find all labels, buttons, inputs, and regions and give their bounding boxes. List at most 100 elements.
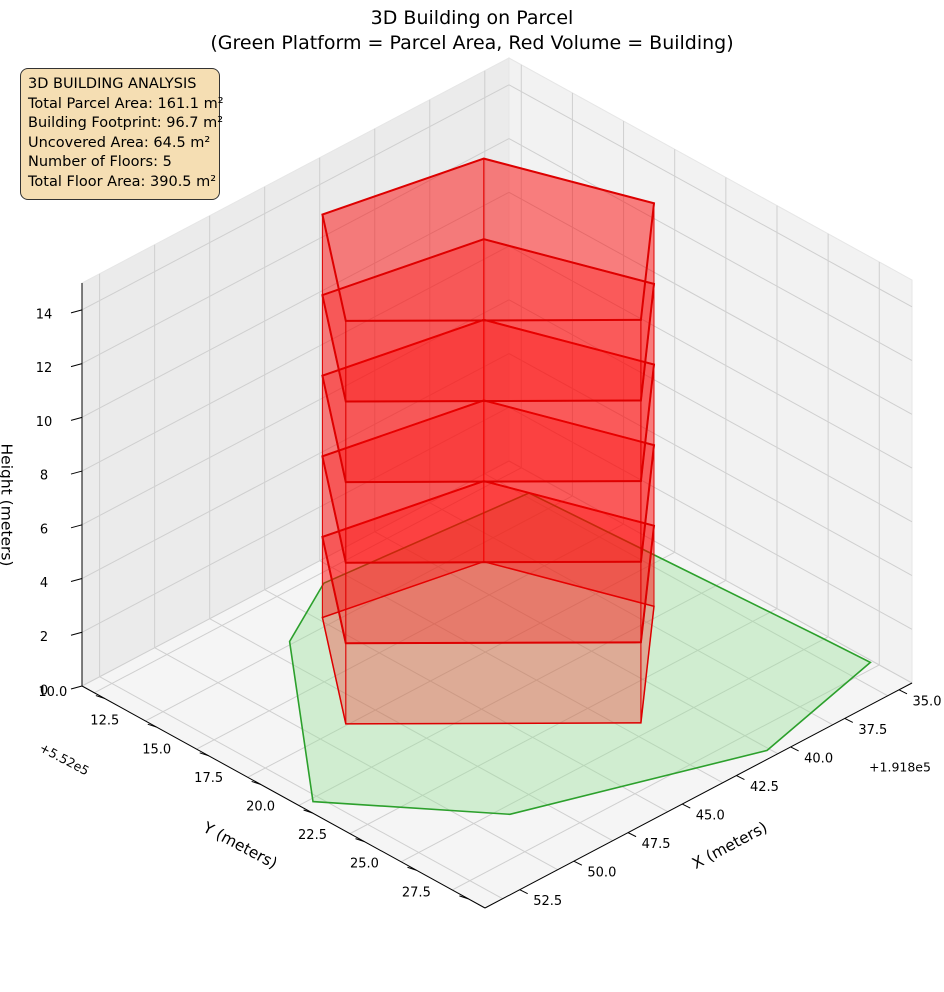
analysis-info-box: 3D BUILDING ANALYSIS Total Parcel Area: … bbox=[20, 68, 224, 200]
gridline-x-floor bbox=[298, 580, 727, 806]
y-tick-label: 17.5 bbox=[194, 771, 223, 786]
gridline-z-right bbox=[508, 299, 913, 523]
building-floor-base bbox=[321, 319, 655, 483]
gridline-z-left bbox=[81, 191, 510, 418]
gridline-x-floor bbox=[349, 608, 778, 835]
z-tick-label: 12 bbox=[36, 361, 53, 376]
y-tick-label: 15.0 bbox=[142, 742, 171, 757]
y-tick-label: 25.0 bbox=[350, 857, 379, 872]
gridline-x-floor bbox=[247, 551, 675, 778]
building-floor-base bbox=[321, 238, 655, 403]
y-tick-label: 10.0 bbox=[38, 685, 67, 700]
gridline-x-floor bbox=[452, 664, 880, 891]
analysis-line-floors: Number of Floors: 5 bbox=[28, 154, 172, 171]
z-tick-mark bbox=[70, 416, 83, 421]
x-tick-mark bbox=[844, 717, 854, 723]
x-offset-label: +1.918e5 bbox=[869, 760, 931, 775]
gridline-z-left bbox=[81, 353, 510, 579]
y-tick-label: 22.5 bbox=[298, 828, 327, 843]
x-tick-mark bbox=[790, 746, 799, 752]
y-tick-label: 27.5 bbox=[402, 885, 431, 900]
x-axis-title: X (meters) bbox=[689, 818, 770, 873]
z-tick-mark bbox=[70, 631, 83, 636]
x-tick-label: 42.5 bbox=[750, 780, 779, 795]
z-axis-title: Height (meters) bbox=[0, 444, 16, 567]
building-floor-base bbox=[321, 560, 655, 725]
z-tick-label: 8 bbox=[40, 469, 48, 484]
x-tick-label: 35.0 bbox=[913, 694, 942, 709]
chart-title: 3D Building on Parcel bbox=[370, 7, 574, 29]
gridline-z-left bbox=[81, 460, 510, 687]
gridline-y-floor bbox=[209, 618, 613, 842]
gridline-y-floor bbox=[319, 560, 723, 784]
x-tick-label: 50.0 bbox=[587, 866, 616, 881]
analysis-line-footprint: Building Footprint: 96.7 m² bbox=[28, 115, 224, 132]
analysis-heading: 3D BUILDING ANALYSIS bbox=[28, 76, 197, 92]
z-tick-label: 6 bbox=[40, 522, 48, 537]
y-tick-label: 20.0 bbox=[246, 800, 275, 815]
z-tick-mark bbox=[70, 524, 83, 529]
x-tick-mark bbox=[573, 860, 583, 866]
y-tick-mark bbox=[459, 895, 469, 900]
gridline-y-floor bbox=[484, 473, 889, 697]
gridline-x-floor bbox=[145, 495, 573, 722]
chart-subtitle: (Green Platform = Parcel Area, Red Volum… bbox=[210, 32, 734, 54]
x-tick-label: 37.5 bbox=[858, 723, 887, 738]
z-tick-label: 14 bbox=[36, 307, 53, 322]
x-tick-label: 45.0 bbox=[696, 809, 725, 824]
y-tick-label: 12.5 bbox=[90, 714, 119, 729]
y-tick-mark bbox=[95, 695, 106, 700]
gridline-y-floor bbox=[154, 647, 558, 871]
building-floor-5 bbox=[321, 157, 656, 403]
gridline-z-left bbox=[81, 406, 510, 633]
gridline-z-right bbox=[508, 406, 913, 630]
gridline-y-floor bbox=[264, 589, 668, 813]
y-tick-mark bbox=[355, 838, 365, 843]
y-axis-line bbox=[81, 685, 486, 909]
x-tick-label: 47.5 bbox=[642, 837, 671, 852]
gridline-z-right bbox=[508, 353, 913, 576]
gridline-x-floor bbox=[400, 636, 829, 863]
analysis-line-floor-area: Total Floor Area: 390.5 m² bbox=[28, 173, 217, 190]
gridline-z-left bbox=[81, 138, 510, 365]
y-tick-mark bbox=[147, 723, 157, 728]
building-floor-base bbox=[321, 480, 655, 645]
z-tick-mark bbox=[70, 470, 83, 475]
z-tick-label: 0 bbox=[40, 684, 48, 699]
y-tick-mark bbox=[199, 752, 209, 757]
gridline-z-right bbox=[508, 460, 913, 684]
z-tick-mark bbox=[70, 363, 83, 368]
parcel-platform bbox=[288, 492, 872, 816]
y-axis-title: Y (meters) bbox=[199, 818, 280, 872]
analysis-line-parcel-area: Total Parcel Area: 161.1 m² bbox=[28, 95, 224, 112]
x-axis-line bbox=[484, 682, 913, 909]
y-tick-mark bbox=[251, 780, 261, 785]
building-floor-3 bbox=[321, 318, 656, 564]
gridline-y-floor bbox=[429, 502, 834, 726]
x-tick-mark bbox=[519, 889, 528, 895]
z-tick-mark bbox=[70, 685, 83, 690]
gridline-z-right bbox=[508, 191, 913, 415]
gridline-z-right bbox=[508, 245, 913, 469]
y-offset-label: +5.52e5 bbox=[37, 740, 92, 779]
z-tick-label: 4 bbox=[40, 576, 48, 591]
building-wall bbox=[345, 399, 642, 483]
z-tick-label: 2 bbox=[40, 630, 48, 645]
z-tick-label: 10 bbox=[36, 415, 53, 430]
building-wall bbox=[345, 319, 642, 403]
y-tick-mark bbox=[407, 866, 417, 871]
z-tick-mark bbox=[70, 578, 83, 583]
x-tick-mark bbox=[682, 803, 691, 809]
gridline-y-floor bbox=[99, 676, 503, 900]
x-tick-mark bbox=[898, 689, 908, 695]
building-wall bbox=[345, 480, 642, 564]
x-tick-mark bbox=[736, 775, 745, 780]
building-wall bbox=[345, 641, 642, 725]
x-tick-label: 52.5 bbox=[533, 894, 562, 909]
gridline-z-left bbox=[81, 245, 510, 472]
gridline-z-right bbox=[508, 138, 913, 362]
gridline-z-left bbox=[81, 84, 510, 311]
gridline-z-right bbox=[508, 84, 913, 308]
analysis-line-uncovered: Uncovered Area: 64.5 m² bbox=[28, 134, 211, 151]
